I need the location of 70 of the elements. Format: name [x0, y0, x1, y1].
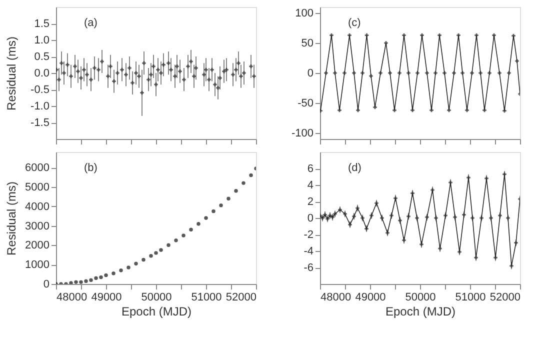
x-axis-title: Epoch (MJD) [385, 304, 456, 318]
point [182, 78, 186, 82]
x-tick-label: 48000 [320, 292, 352, 304]
x-tick-label: 48000 [56, 292, 88, 304]
y-tick-label: 50 [301, 38, 314, 50]
y-tick-label: 4 [307, 180, 314, 192]
annotation: (c) [348, 17, 361, 29]
y-tick-label: -0.5 [30, 84, 50, 96]
y-tick-label: -2 [304, 229, 314, 241]
y-tick-label: 1.0 [34, 34, 50, 46]
point [152, 64, 156, 68]
point [218, 76, 222, 80]
y-tick-label: 4000 [25, 200, 50, 213]
y-tick-label: 2000 [25, 240, 50, 252]
x-tick-label: 52000 [226, 292, 256, 304]
y-tick-label: -6 [304, 262, 314, 274]
point [57, 78, 61, 82]
point [79, 76, 83, 80]
point [213, 82, 217, 86]
annotation: (b) [84, 162, 98, 174]
point [73, 64, 77, 68]
y-tick-label: 0 [307, 68, 314, 80]
y-tick-label: 1000 [25, 259, 50, 272]
point [130, 81, 134, 85]
x-tick-label: 49000 [91, 292, 122, 304]
point [128, 66, 132, 70]
point [166, 61, 170, 65]
y-tick-label: -50 [298, 98, 314, 110]
point [364, 33, 369, 38]
point [154, 82, 158, 86]
point [100, 60, 104, 64]
y-tick-label: 3000 [25, 220, 50, 232]
x-tick-label: 50000 [141, 292, 172, 304]
point [186, 64, 190, 68]
point [189, 60, 193, 64]
y-tick-label: 5000 [25, 181, 50, 194]
y-tick-label: 0.5 [34, 51, 50, 63]
point [108, 64, 112, 68]
x-tick-label: 51000 [191, 292, 222, 304]
x-tick-label: 51000 [455, 292, 486, 304]
x-axis-title: Epoch (MJD) [121, 304, 192, 318]
annotation: (d) [348, 162, 362, 174]
point [89, 78, 93, 82]
y-tick-label: -100 [291, 128, 314, 140]
x-tick-label: 49000 [355, 292, 386, 304]
annotation: (a) [84, 17, 98, 29]
y-axis-title: Residual (ms) [4, 181, 18, 256]
point [146, 78, 150, 82]
point [92, 66, 96, 70]
point [175, 64, 179, 68]
y-tick-label: -4 [304, 246, 314, 258]
y-tick-label: 6000 [25, 162, 50, 174]
point [236, 61, 240, 65]
point [142, 61, 146, 65]
x-tick-label: 50000 [405, 292, 436, 304]
y-tick-label: 6 [307, 163, 314, 175]
x-tick-label: 52000 [490, 292, 520, 304]
y-tick-label: 1.5 [34, 18, 50, 30]
y-tick-label: -1.5 [30, 117, 50, 129]
point [207, 78, 211, 82]
y-tick-label: -1.0 [30, 100, 50, 112]
point [194, 66, 198, 70]
point [249, 64, 253, 68]
y-tick-label: 2 [307, 196, 314, 208]
y-axis-title: Residual (ms) [4, 36, 18, 111]
y-tick-label: 0 [43, 278, 50, 290]
point [60, 61, 64, 65]
y-tick-label: 0 [307, 212, 314, 224]
y-tick-label: 0.0 [34, 68, 50, 80]
y-tick-label: 100 [295, 8, 314, 20]
